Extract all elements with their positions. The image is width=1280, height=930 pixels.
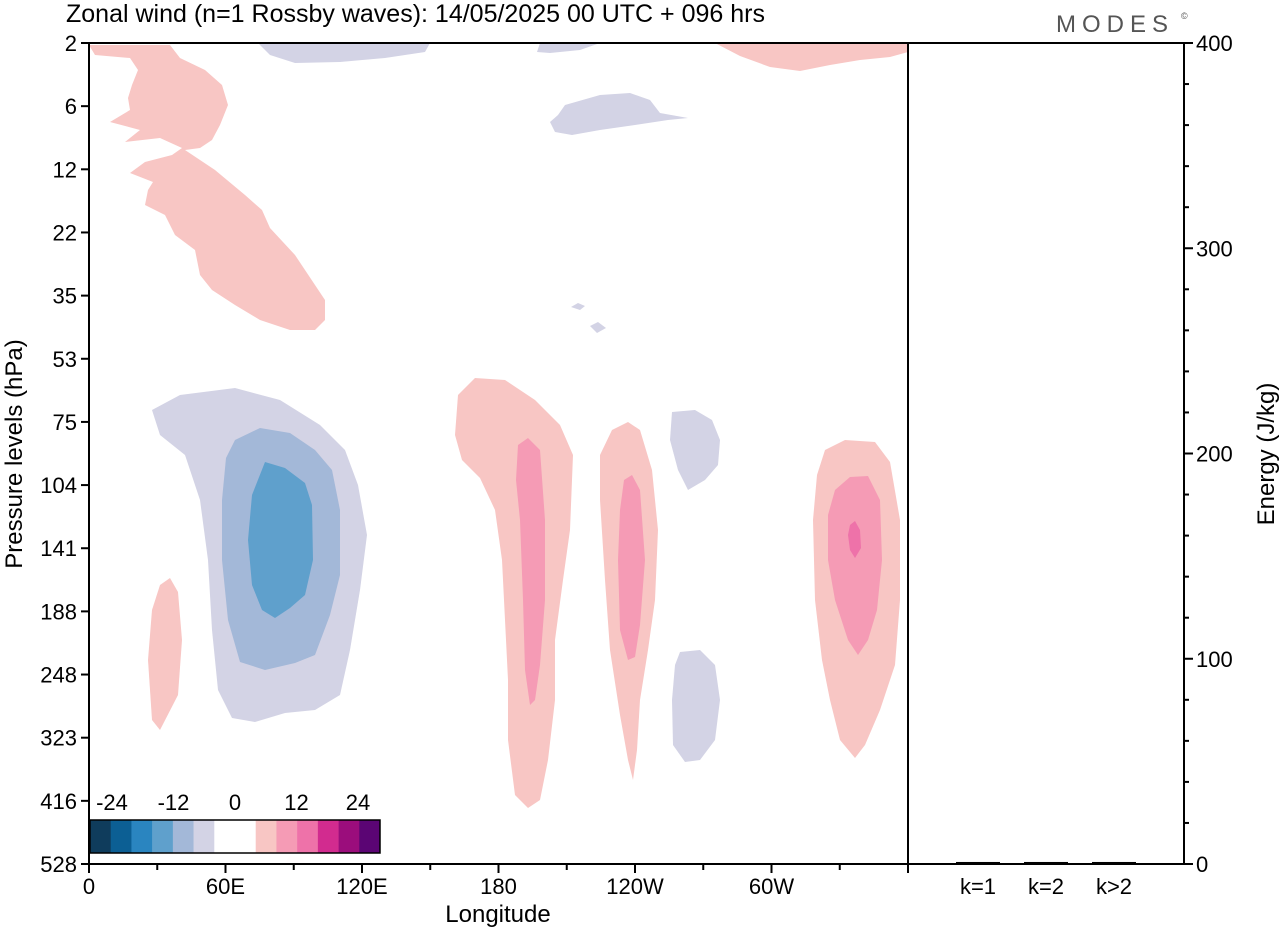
chart-title: Zonal wind (n=1 Rossby waves): 14/05/202… <box>66 0 765 28</box>
modes-logo: MODES © <box>1056 11 1188 38</box>
energy-category-label: k>2 <box>1096 874 1132 899</box>
colorbar-swatch <box>276 820 298 853</box>
contour-pos3-30w <box>848 521 861 558</box>
x-tick-label: 0 <box>83 874 95 899</box>
y-tick-label: 6 <box>65 94 77 119</box>
colorbar-swatch <box>338 820 360 853</box>
x-tick-label: 60W <box>749 874 794 899</box>
energy-tick-label: 400 <box>1196 31 1233 56</box>
contour-pos2-180 <box>516 438 545 705</box>
contour-neg1-105w-upper <box>670 410 720 490</box>
colorbar-tick-label: 12 <box>284 790 308 815</box>
main-axes: 2 6 12 22 35 53 75 104 141 188 248 323 416 528 0 60E 12… <box>1 31 909 928</box>
colorbar-swatch <box>317 820 339 853</box>
y-tick-label: 104 <box>40 473 77 498</box>
energy-category-label: k=2 <box>1028 874 1064 899</box>
y-tick-label: 2 <box>65 31 77 56</box>
colorbar-swatches <box>89 819 381 854</box>
y-tick-label: 53 <box>53 347 77 372</box>
y-axis-label: Pressure levels (hPa) <box>1 339 28 568</box>
y-tick-label: 323 <box>40 726 77 751</box>
y-tick-label: 188 <box>40 599 77 624</box>
colorbar-swatch <box>131 820 153 853</box>
x-axis: 0 60E 120E 180 120W 60W <box>83 864 909 899</box>
logo-text: MODES <box>1056 11 1174 38</box>
colorbar-swatch <box>110 820 132 853</box>
x-tick-label: 120W <box>606 874 664 899</box>
colorbar-swatch <box>297 820 319 853</box>
contour-pos1-30e <box>148 578 182 730</box>
contour-neg1-tiny-b <box>590 322 606 333</box>
contour-pos1-top-right <box>715 43 908 71</box>
x-axis-label: Longitude <box>445 901 550 928</box>
contour-neg1-tiny-a <box>571 303 585 310</box>
y-axis: 2 6 12 22 35 53 75 104 141 188 248 323 416 528 <box>40 31 89 877</box>
energy-bar <box>956 861 1000 864</box>
colorbar-swatch <box>152 820 174 853</box>
y-tick-label: 248 <box>40 663 77 688</box>
colorbar-tick-label: 24 <box>346 790 370 815</box>
colorbar-tick-label: -24 <box>96 790 128 815</box>
energy-bars: k=1 k=2 k>2 <box>956 861 1136 899</box>
energy-bar <box>1024 861 1068 864</box>
colorbar-swatch <box>359 820 381 853</box>
energy-y-axis: 0 100 200 300 400 <box>1184 31 1233 877</box>
energy-bar <box>1092 861 1136 864</box>
contour-field <box>89 43 908 864</box>
colorbar-swatch <box>193 820 215 853</box>
colorbar-swatch <box>90 820 112 853</box>
contour-pos2-120w <box>618 475 645 660</box>
energy-panel: 0 100 200 300 400 k=1 k=2 k>2 Energy (J/kg) <box>908 31 1280 899</box>
contour-pos2-30w <box>828 476 882 655</box>
y-tick-label: 416 <box>40 789 77 814</box>
y-tick-label: 12 <box>53 157 77 182</box>
energy-tick-label: 300 <box>1196 236 1233 261</box>
x-tick-label: 120E <box>336 874 387 899</box>
colorbar-swatch <box>255 820 277 853</box>
y-tick-label: 141 <box>40 536 77 561</box>
colorbar: -24 -12 0 12 24 <box>89 790 381 864</box>
colorbar-swatch <box>235 820 257 853</box>
energy-tick-label: 0 <box>1196 852 1208 877</box>
colorbar-labels: -24 -12 0 12 24 <box>96 790 370 815</box>
contour-neg1-top-strip <box>258 43 430 63</box>
energy-tick-label: 100 <box>1196 647 1233 672</box>
y-tick-label: 35 <box>53 284 77 309</box>
y-tick-label: 22 <box>53 220 77 245</box>
y-tick-label: 528 <box>40 852 77 877</box>
energy-tick-label: 200 <box>1196 442 1233 467</box>
contour-neg3-main <box>248 462 313 618</box>
energy-axis-label: Energy (J/kg) <box>1253 383 1280 526</box>
colorbar-tick-label: 0 <box>229 790 241 815</box>
colorbar-tick-label: -12 <box>158 790 190 815</box>
colorbar-swatch <box>172 820 194 853</box>
colorbar-swatch <box>214 820 236 853</box>
contour-neg1-top-small <box>537 43 600 53</box>
logo-mark: © <box>1181 11 1188 21</box>
contour-neg1-105w-lower <box>672 650 720 762</box>
contour-pos1-upper-streamer <box>89 45 325 330</box>
x-tick-label: 60E <box>206 874 245 899</box>
contour-pos1-180 <box>455 378 573 808</box>
contour-neg1-6hpa <box>550 93 688 135</box>
y-tick-label: 75 <box>53 410 77 435</box>
x-tick-label: 180 <box>480 874 517 899</box>
energy-category-label: k=1 <box>960 874 996 899</box>
